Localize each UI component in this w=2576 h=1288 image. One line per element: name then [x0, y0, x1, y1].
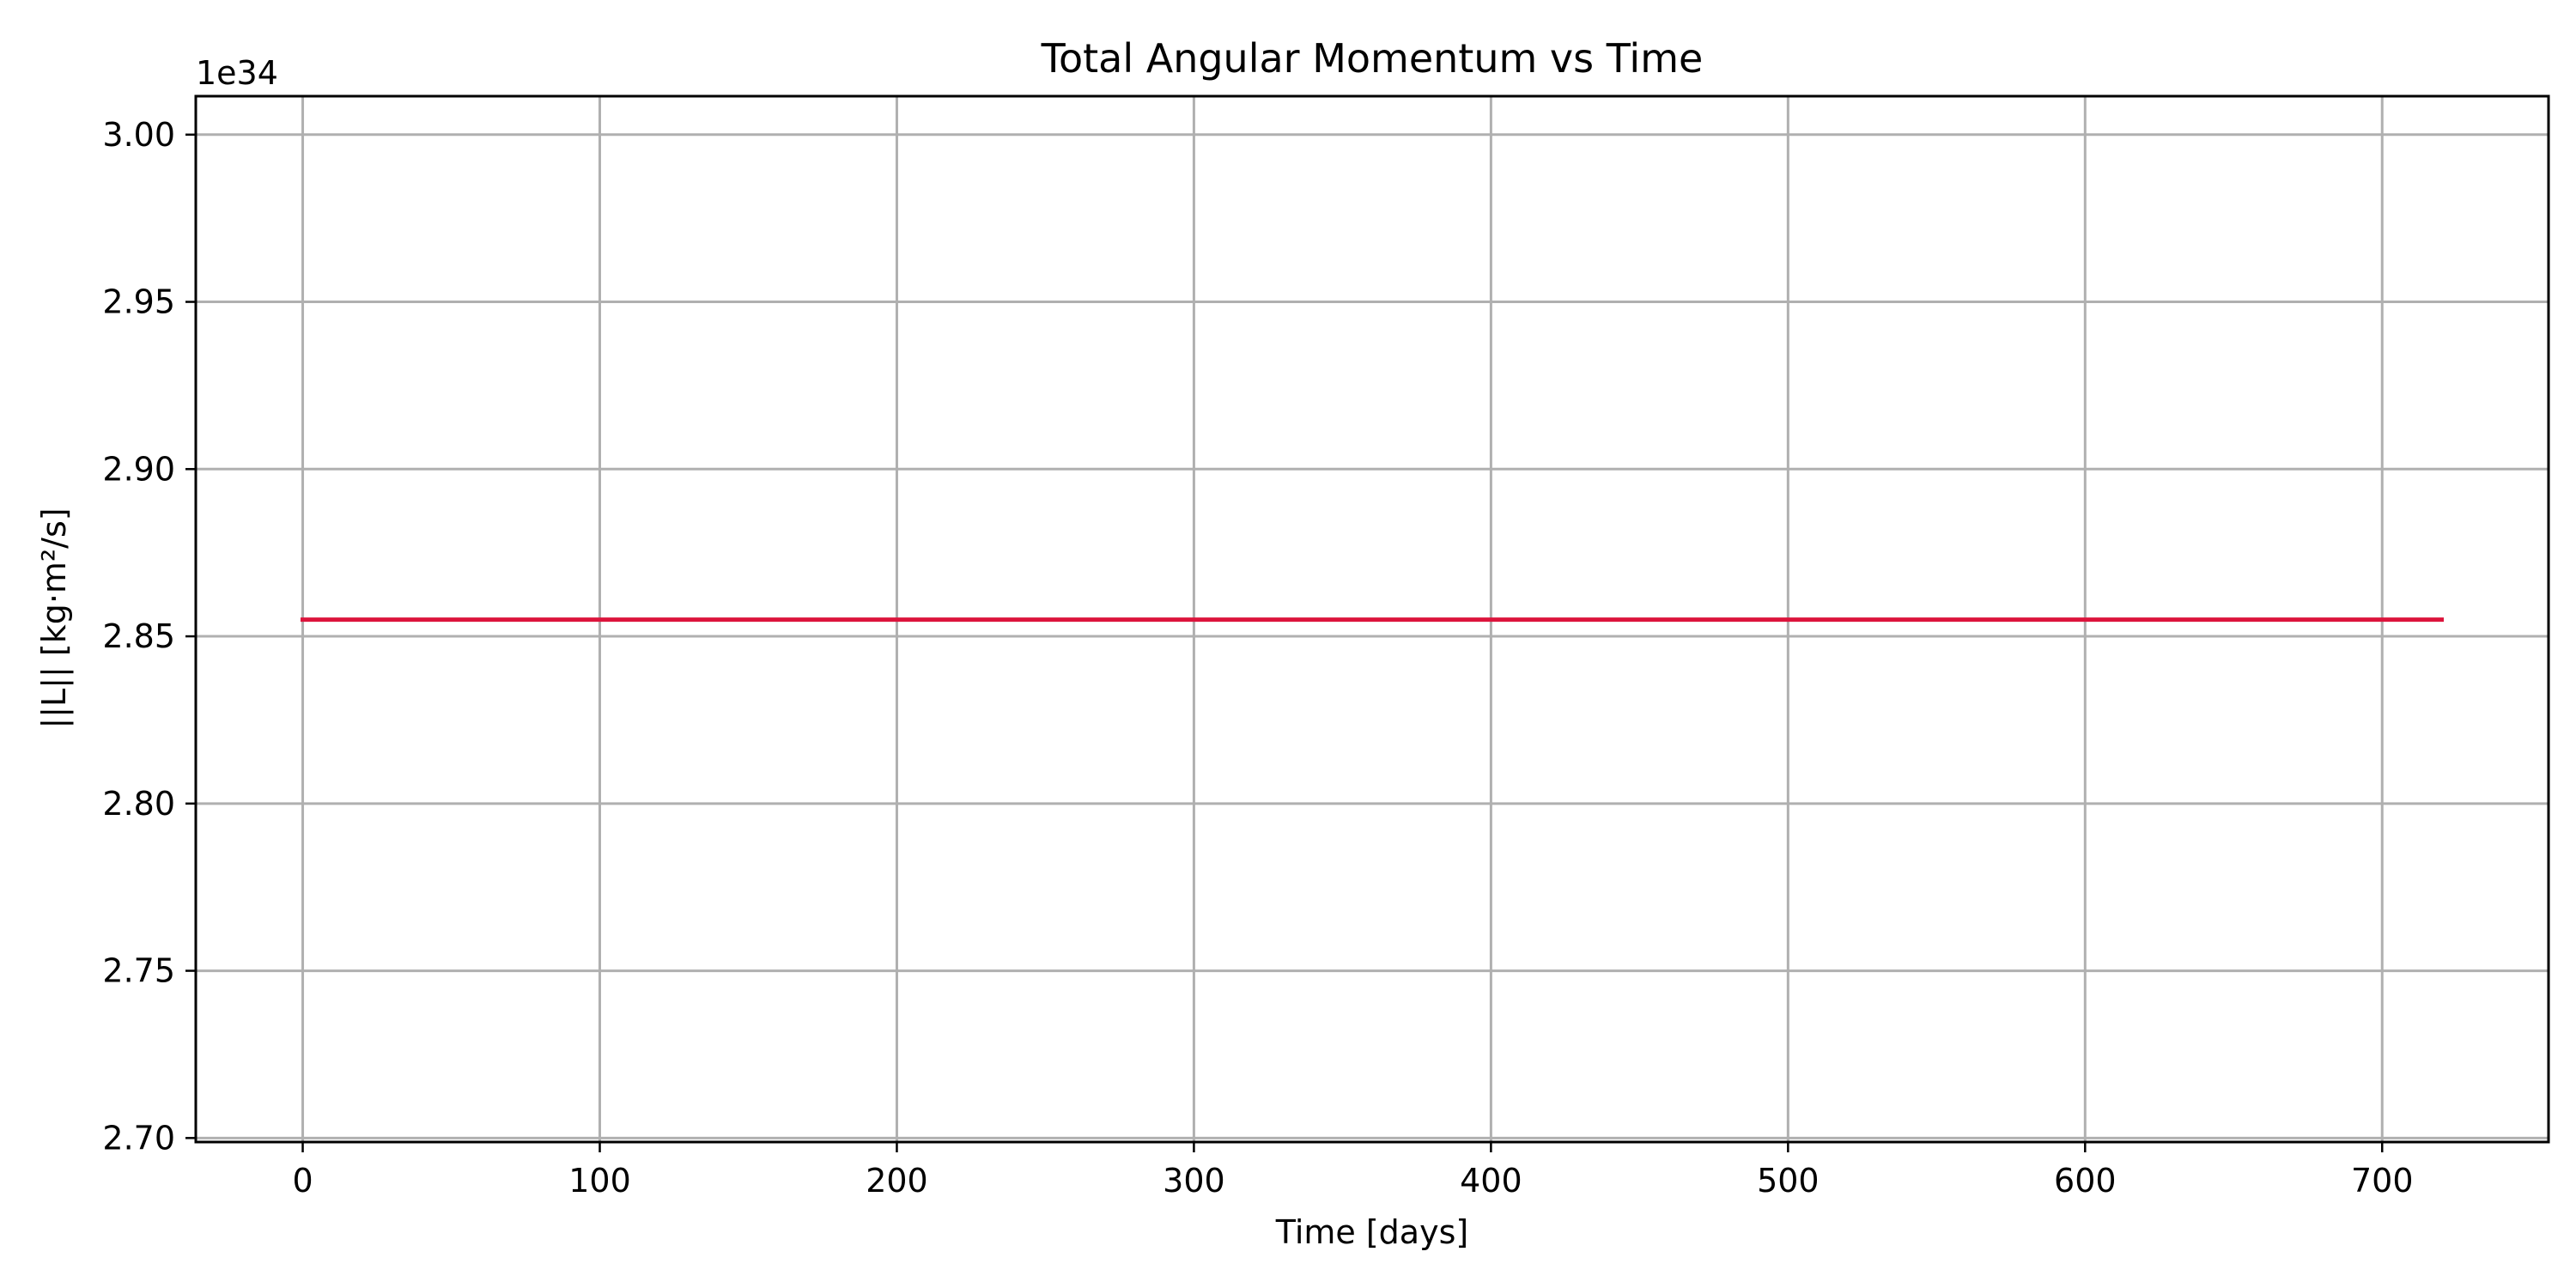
x-axis-label: Time [days] — [1275, 1213, 1468, 1251]
x-tick-label: 400 — [1460, 1162, 1522, 1200]
x-tick-label: 200 — [866, 1162, 928, 1200]
x-tick-label: 500 — [1757, 1162, 1820, 1200]
x-tick-label: 100 — [568, 1162, 631, 1200]
y-offset-label: 1e34 — [196, 54, 278, 92]
x-tick-label: 700 — [2351, 1162, 2414, 1200]
y-tick-label: 2.95 — [102, 283, 175, 321]
y-tick-label: 2.75 — [102, 952, 175, 990]
y-tick-label: 2.90 — [102, 450, 175, 488]
x-tick-label: 0 — [292, 1162, 313, 1200]
x-tick-label: 300 — [1163, 1162, 1225, 1200]
y-tick-label: 2.85 — [102, 617, 175, 655]
chart-title: Total Angular Momentum vs Time — [1041, 35, 1704, 82]
y-axis-label: ||L|| [kg·m²/s] — [35, 507, 74, 728]
tick-layer: 0 100 200 300 400 500 600 700 2.70 2.75 2.80 2.85 2.… — [102, 116, 2413, 1200]
x-tick-label: 600 — [2054, 1162, 2117, 1200]
y-tick-label: 2.70 — [102, 1119, 175, 1157]
y-tick-label: 2.80 — [102, 785, 175, 823]
plot-frame — [194, 94, 2550, 1144]
y-tick-label: 3.00 — [102, 116, 175, 154]
